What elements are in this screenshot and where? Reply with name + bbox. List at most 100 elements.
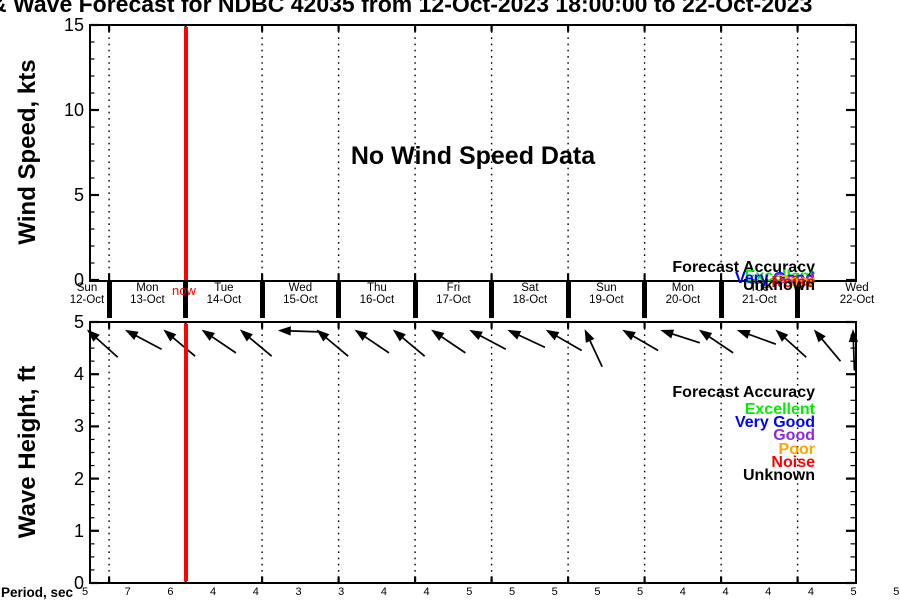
- day-tick-label: Mon 20-Oct: [643, 282, 723, 306]
- legend-item-unknown: Unknown: [743, 467, 815, 485]
- day-weekday: Tue: [749, 282, 770, 294]
- period-axis-label: Period, sec: [1, 585, 74, 600]
- period-value: 4: [765, 586, 772, 598]
- day-tick: [642, 281, 648, 318]
- day-weekday: Sat: [521, 282, 539, 294]
- day-tick: [489, 281, 495, 318]
- chart-title: & Wave Forecast for NDBC 42035 from 12-O…: [0, 0, 813, 17]
- legend-item-poor: Poor: [778, 272, 815, 290]
- period-value: 3: [338, 586, 345, 598]
- day-tick-label: Wed 15-Oct: [260, 282, 340, 306]
- wind-speed-panel: [89, 24, 857, 282]
- day-date: 21-Oct: [742, 293, 777, 306]
- wave-direction-arrow: [277, 326, 320, 336]
- now-line-wave: [184, 324, 188, 581]
- ytick-label-wind: 15: [63, 15, 84, 35]
- day-tick-label: Mon 13-Oct: [107, 282, 187, 306]
- wave-direction-arrow: [848, 329, 859, 371]
- period-value: 5: [637, 586, 644, 598]
- ytick-label-wave: 0: [73, 573, 84, 593]
- period-value: 4: [252, 586, 259, 598]
- wave-ylabel: Wave Height, ft: [14, 365, 41, 539]
- wave-direction-arrow: [86, 329, 119, 358]
- legend-item-good: Good: [773, 271, 815, 288]
- day-tick-label: Sun 19-Oct: [566, 282, 646, 306]
- period-value: 5: [594, 586, 601, 598]
- day-weekday: Thu: [366, 282, 387, 294]
- day-date: 17-Oct: [436, 293, 471, 306]
- wave-direction-arrow: [660, 329, 701, 344]
- period-value: 7: [124, 586, 131, 598]
- ytick-label-wave: 3: [73, 416, 84, 437]
- wave-direction-arrow: [545, 329, 583, 352]
- day-tick: [259, 281, 265, 318]
- day-date: 12-Oct: [69, 293, 105, 306]
- day-weekday: Sun: [596, 282, 617, 294]
- legend-wind-overlap: Forecast Accuracy Excellent Very Good Good…: [585, 259, 815, 303]
- now-line-wind: [184, 27, 188, 280]
- ytick-label-wind: 0: [73, 270, 84, 290]
- wave-grid-svg: [86, 320, 859, 585]
- legend-item-very-good: Very Good: [734, 414, 815, 432]
- day-weekday: Wed: [845, 282, 869, 294]
- day-tick-label: Fri 17-Oct: [413, 282, 493, 306]
- period-value: 4: [807, 586, 814, 598]
- day-date: 13-Oct: [130, 293, 165, 306]
- legend-title: Forecast Accuracy: [672, 384, 815, 401]
- period-value: 4: [722, 586, 729, 598]
- legend-item-unknown: Unknown: [743, 277, 815, 294]
- day-weekday: Wed: [288, 282, 313, 294]
- wind-ylabel: Wind Speed, kts: [14, 59, 41, 245]
- day-weekday: Tue: [214, 282, 234, 294]
- period-value: 5: [508, 586, 516, 598]
- wave-direction-arrow: [124, 329, 162, 351]
- wave-direction-arrow: [316, 329, 349, 357]
- period-value: 4: [380, 586, 387, 598]
- wave-direction-arrow: [698, 329, 734, 354]
- period-value: 6: [167, 586, 174, 598]
- legend-title: Forecast Accuracy: [672, 259, 815, 276]
- day-weekday: Sun: [76, 282, 98, 294]
- period-value: 3: [295, 586, 302, 598]
- day-tick: [412, 281, 418, 318]
- wave-direction-arrow: [584, 329, 603, 368]
- legend-item-good: Good: [773, 427, 815, 445]
- period-value: 4: [679, 586, 686, 598]
- legend-item-noise: Noise: [771, 453, 815, 471]
- day-tick: [718, 281, 724, 318]
- wave-direction-arrow: [354, 329, 390, 354]
- legend-item-excellent: Excellent: [744, 268, 815, 285]
- ytick-label-wind: 5: [73, 185, 84, 205]
- no-wind-data-message: No Wind Speed Data: [350, 142, 596, 170]
- day-date: 16-Oct: [359, 293, 395, 306]
- day-tick-label: Sun 12-Oct: [47, 282, 127, 306]
- day-date: 22-Oct: [839, 293, 875, 306]
- day-date: 20-Oct: [665, 293, 701, 306]
- wave-direction-arrow: [622, 329, 659, 352]
- period-value: 5: [466, 586, 473, 598]
- day-date: 19-Oct: [589, 293, 624, 306]
- legend-item-noise: Noise: [771, 274, 815, 291]
- day-date: 15-Oct: [283, 293, 318, 306]
- wave-direction-arrow: [507, 329, 546, 349]
- day-tick: [336, 281, 342, 318]
- wave-direction-arrow: [239, 329, 273, 357]
- wave-direction-arrow: [392, 329, 426, 357]
- day-tick-label: Thu 16-Oct: [337, 282, 417, 306]
- wave-direction-arrow: [469, 329, 507, 351]
- ytick-label-wave: 5: [73, 312, 84, 332]
- now-marker-label: now: [172, 283, 196, 298]
- day-tick-label: Tue 14-Oct: [184, 282, 264, 306]
- ytick-label-wave: 4: [73, 364, 84, 385]
- period-value: 4: [423, 586, 430, 598]
- day-date: 14-Oct: [206, 293, 242, 306]
- legend-items: Excellent Very Good Good Poor Noise Unknown: [672, 401, 815, 485]
- legend-item-very-good: Very Good: [734, 269, 815, 287]
- ytick-label-wind: 10: [63, 100, 84, 120]
- day-tick: [795, 281, 801, 318]
- day-weekday: Mon: [136, 282, 159, 294]
- period-value: 4: [210, 586, 217, 598]
- ytick-label-wave: 1: [73, 520, 84, 541]
- legend-wave: Forecast Accuracy Excellent Very Good Good…: [672, 384, 815, 485]
- period-value: 5: [551, 586, 558, 598]
